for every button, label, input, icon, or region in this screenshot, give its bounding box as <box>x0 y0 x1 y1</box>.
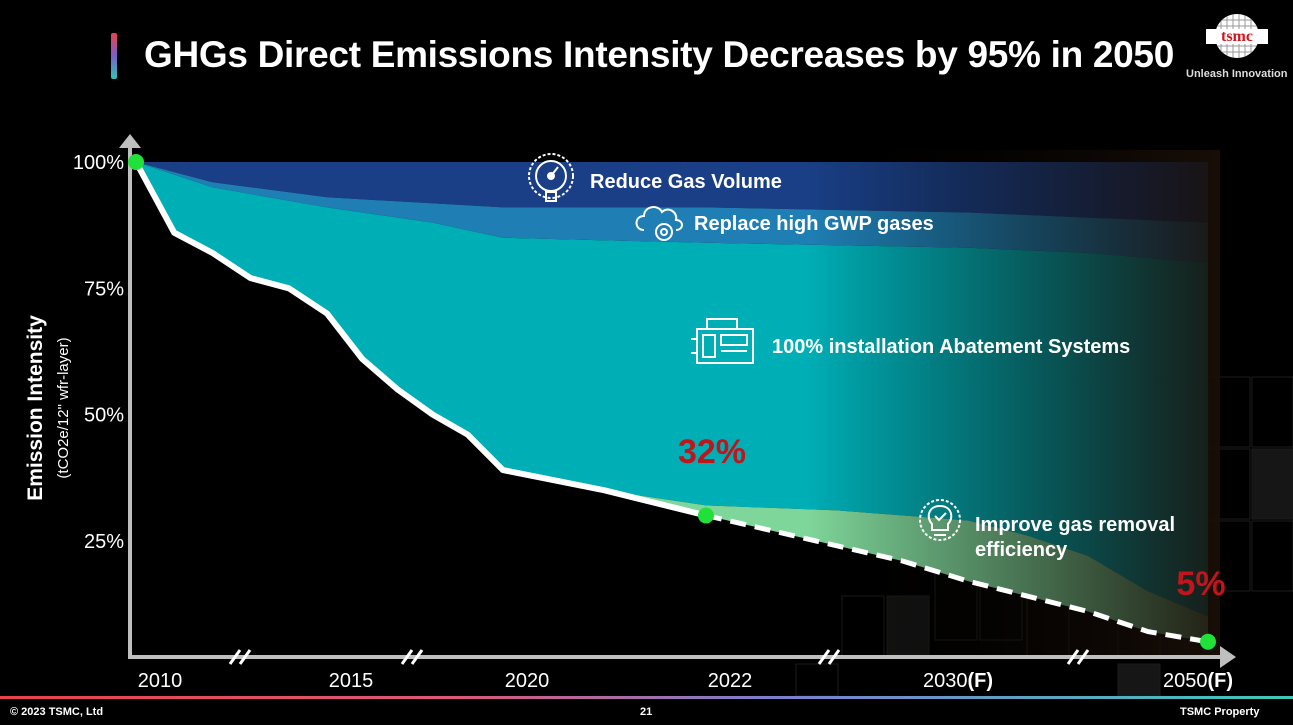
band-label-reduce-gas-volume: Reduce Gas Volume <box>590 171 782 193</box>
tsmc-logo-text: tsmc <box>1221 28 1253 45</box>
axis-break-mark <box>1066 649 1090 665</box>
x-tick-label-2022: 2022 <box>708 670 753 692</box>
property-label: TSMC Property <box>1180 706 1260 718</box>
emission-line-forecast <box>705 513 1209 645</box>
slide-title: GHGs Direct Emissions Intensity Decrease… <box>144 34 1174 75</box>
x-tick-label-2010: 2010 <box>138 670 183 692</box>
axis-break-mark <box>817 649 841 665</box>
lightbulb-check-icon <box>919 499 961 541</box>
y-tick-label: 75% <box>84 278 124 300</box>
axis-break-marks <box>228 649 1090 665</box>
x-tick-labels: 2010 2015 2020 2022 2030(F) 2050(F) <box>138 670 1233 692</box>
page-number: 21 <box>640 706 653 718</box>
y-axis <box>119 134 141 658</box>
x-axis <box>128 646 1236 668</box>
y-axis-unit: (tCO2e/12" wfr-layer) <box>55 337 72 478</box>
band-label-replace-gwp: Replace high GWP gases <box>694 213 934 235</box>
data-marker-2010 <box>128 154 144 170</box>
emission-line-actual <box>133 159 709 519</box>
pressure-gauge-icon <box>528 153 574 202</box>
title-accent-bar <box>111 33 117 79</box>
x-tick-label-2050: 2050(F) <box>1163 670 1233 692</box>
tagline: Unleash Innovation <box>1186 68 1288 80</box>
forecast-fade-overlay <box>132 150 1220 655</box>
y-axis-title: Emission Intensity <box>24 315 47 501</box>
y-tick-label: 50% <box>84 405 124 427</box>
y-axis-label: Emission Intensity (tCO2e/12" wfr-layer) <box>24 315 72 501</box>
footer-accent-line <box>0 696 1293 699</box>
footer <box>0 696 1293 725</box>
abatement-machine-icon <box>691 318 754 364</box>
band-label-removal-line2: efficiency <box>975 539 1068 561</box>
y-tick-labels: 100% 75% 50% 25% <box>73 152 124 553</box>
x-tick-label-2015: 2015 <box>329 670 374 692</box>
data-markers <box>128 154 1216 650</box>
tsmc-logo: tsmc <box>1204 10 1270 66</box>
y-tick-label: 25% <box>84 531 124 553</box>
axis-break-mark <box>228 649 252 665</box>
copyright: © 2023 TSMC, Ltd <box>10 706 104 718</box>
x-tick-label-2020: 2020 <box>505 670 550 692</box>
y-tick-label: 100% <box>73 152 124 174</box>
annotation-5-percent: 5% <box>1176 565 1225 603</box>
data-marker-2022 <box>698 507 714 524</box>
band-label-removal-line1: Improve gas removal <box>975 514 1175 536</box>
forecast-suffix: (F) <box>967 670 993 692</box>
x-tick-label-2030: 2030(F) <box>923 670 993 692</box>
emission-lines <box>133 159 1209 645</box>
band-label-abatement: 100% installation Abatement Systems <box>772 336 1130 358</box>
annotation-32-percent: 32% <box>678 433 746 471</box>
data-marker-2050 <box>1200 633 1216 650</box>
forecast-suffix: (F) <box>1207 670 1233 692</box>
axis-break-mark <box>400 649 424 665</box>
cloud-gear-icon <box>635 206 683 241</box>
